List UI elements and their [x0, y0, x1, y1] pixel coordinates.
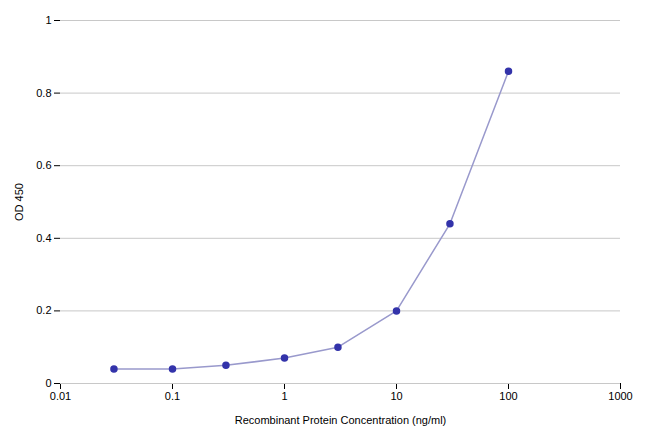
svg-text:0: 0	[45, 377, 51, 389]
svg-text:0.01: 0.01	[50, 390, 71, 402]
svg-text:10: 10	[390, 390, 402, 402]
svg-text:0.8: 0.8	[36, 87, 51, 99]
svg-text:0.2: 0.2	[36, 304, 51, 316]
svg-text:0.1: 0.1	[165, 390, 180, 402]
svg-text:0.4: 0.4	[36, 232, 51, 244]
svg-text:Recombinant Protein Concentrat: Recombinant Protein Concentration (ng/ml…	[235, 414, 447, 426]
svg-text:0.6: 0.6	[36, 159, 51, 171]
svg-text:100: 100	[499, 390, 517, 402]
svg-text:1000: 1000	[608, 390, 632, 402]
svg-text:1: 1	[45, 14, 51, 26]
svg-text:1: 1	[281, 390, 287, 402]
svg-text:OD 450: OD 450	[13, 183, 25, 221]
